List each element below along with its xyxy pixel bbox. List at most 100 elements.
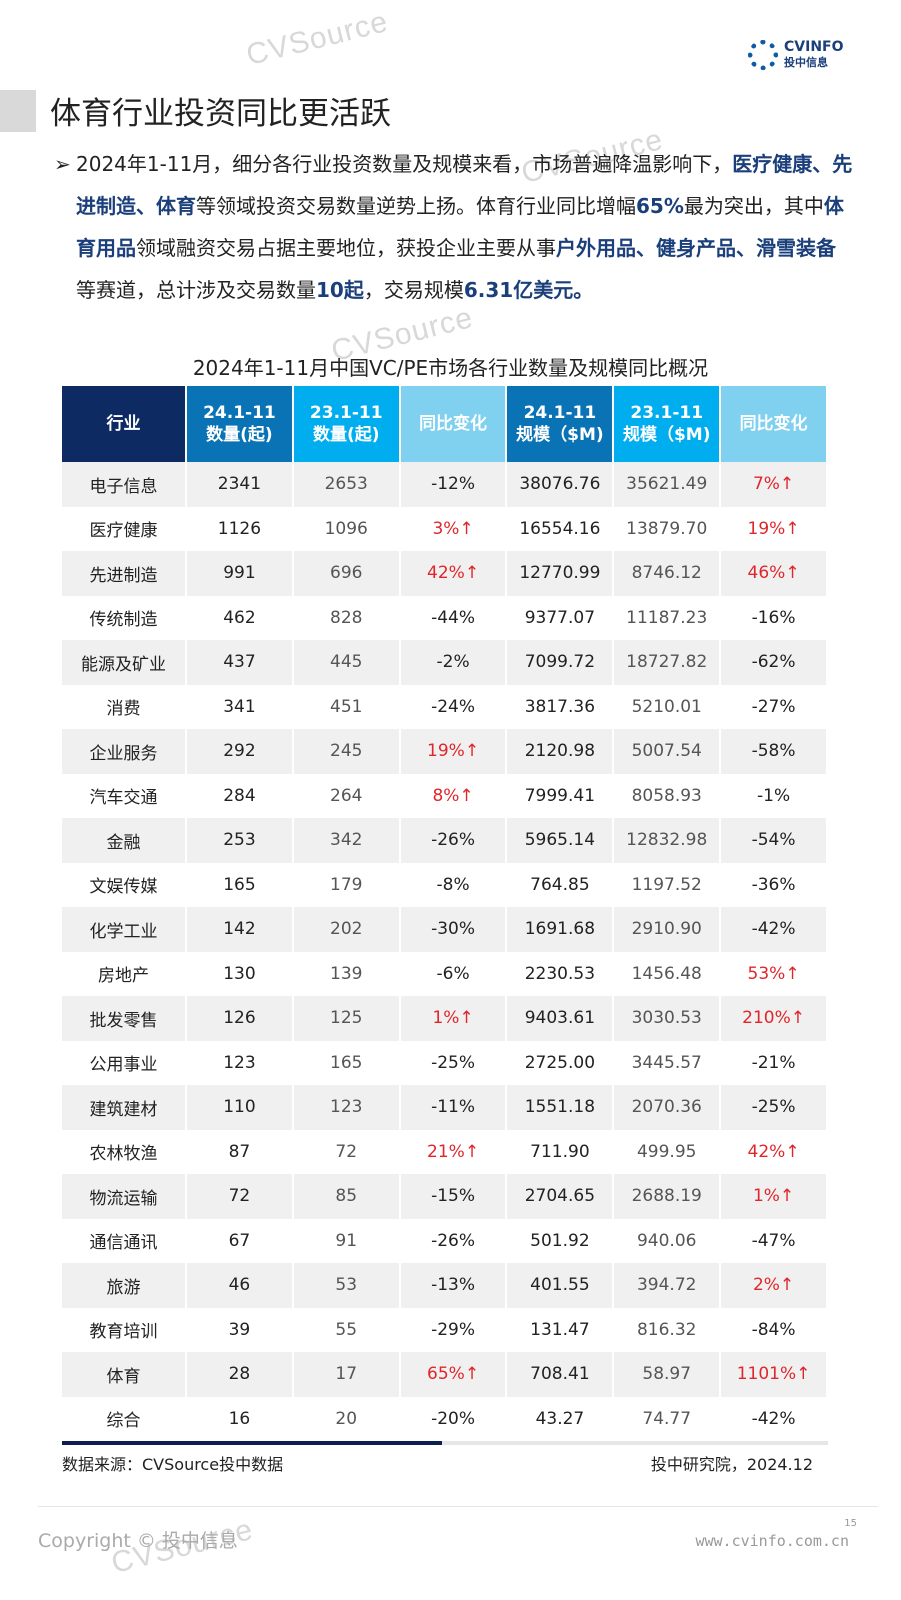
value-cell: 816.32 xyxy=(613,1307,722,1352)
column-header: 同比变化 xyxy=(399,386,508,462)
value-cell: 5965.14 xyxy=(506,818,615,863)
summary-paragraph: ➢ 2024年1-11月，细分各行业投资数量及规模来看，市场普遍降温影响下，医疗… xyxy=(44,143,854,311)
table-row: 教育培训 39 55 -29% 131.47 816.32 -84% xyxy=(62,1307,828,1352)
table-row: 农林牧渔 87 72 21%↑ 711.90 499.95 42%↑ xyxy=(62,1129,828,1174)
value-cell: 28 xyxy=(186,1352,294,1397)
value-cell: 5007.54 xyxy=(613,729,722,774)
value-cell: 253 xyxy=(186,818,294,863)
website-link[interactable]: www.cvinfo.com.cn xyxy=(695,1532,849,1550)
column-header-line: 数量(起) xyxy=(312,425,380,445)
column-header: 24.1-11 规模（$M) xyxy=(506,386,615,462)
body-text: 等赛道，总计涉及交易数量 xyxy=(76,278,316,302)
table-row: 文娱传媒 165 179 -8% 764.85 1197.52 -36% xyxy=(62,862,828,907)
footer-divider xyxy=(38,1506,878,1507)
value-cell: 139 xyxy=(292,951,401,996)
value-cell: 292 xyxy=(186,729,294,774)
value-cell: 708.41 xyxy=(506,1352,615,1397)
body-text: 等领域投资交易数量逆势上扬。体育行业同比增幅 xyxy=(196,194,636,218)
industry-cell: 医疗健康 xyxy=(62,506,187,551)
industry-cell: 物流运输 xyxy=(62,1174,187,1219)
value-cell: -47% xyxy=(720,1218,828,1263)
value-cell: 58.97 xyxy=(613,1352,722,1397)
value-cell: 126 xyxy=(186,996,294,1041)
value-cell: 46%↑ xyxy=(720,551,828,596)
value-cell: 711.90 xyxy=(506,1129,615,1174)
value-cell: -36% xyxy=(720,862,828,907)
value-cell: -27% xyxy=(720,684,828,729)
column-header-line: 同比变化 xyxy=(739,414,808,434)
page-number: 15 xyxy=(844,1518,857,1529)
value-cell: 991 xyxy=(186,551,294,596)
value-cell: 2341 xyxy=(186,462,294,507)
value-cell: 341 xyxy=(186,684,294,729)
value-cell: 2070.36 xyxy=(613,1085,722,1130)
value-cell: -8% xyxy=(399,862,508,907)
industry-cell: 汽车交通 xyxy=(62,773,187,818)
value-cell: 91 xyxy=(292,1218,401,1263)
body-text: 2024年1-11月，细分各行业投资数量及规模来看，市场普遍降温影响下， xyxy=(76,152,733,176)
value-cell: 11187.23 xyxy=(613,595,722,640)
value-cell: 131.47 xyxy=(506,1307,615,1352)
value-cell: -13% xyxy=(399,1263,508,1308)
value-cell: 3030.53 xyxy=(613,996,722,1041)
value-cell: 445 xyxy=(292,640,401,685)
value-cell: 53 xyxy=(292,1263,401,1308)
value-cell: 179 xyxy=(292,862,401,907)
industry-cell: 体育 xyxy=(62,1352,187,1397)
value-cell: 21%↑ xyxy=(399,1129,508,1174)
value-cell: 2%↑ xyxy=(720,1263,828,1308)
body-text: 最为突出，其中 xyxy=(683,194,824,218)
value-cell: 17 xyxy=(292,1352,401,1397)
industry-cell: 文娱传媒 xyxy=(62,862,187,907)
value-cell: 401.55 xyxy=(506,1263,615,1308)
value-cell: 2688.19 xyxy=(613,1174,722,1219)
value-cell: 940.06 xyxy=(613,1218,722,1263)
value-cell: -6% xyxy=(399,951,508,996)
summary-text: 2024年1-11月，细分各行业投资数量及规模来看，市场普遍降温影响下，医疗健康… xyxy=(44,143,854,311)
data-source: 数据来源：CVSource投中数据 xyxy=(62,1455,284,1474)
value-cell: 165 xyxy=(292,1040,401,1085)
value-cell: 7%↑ xyxy=(720,462,828,507)
body-text: 领域融资交易占据主要地位，获投企业主要从事 xyxy=(136,236,556,260)
value-cell: 72 xyxy=(292,1129,401,1174)
value-cell: 828 xyxy=(292,595,401,640)
value-cell: 7099.72 xyxy=(506,640,615,685)
value-cell: -42% xyxy=(720,1396,828,1441)
value-cell: 12832.98 xyxy=(613,818,722,863)
value-cell: 1%↑ xyxy=(720,1174,828,1219)
value-cell: -11% xyxy=(399,1085,508,1130)
industry-cell: 公用事业 xyxy=(62,1040,187,1085)
value-cell: 19%↑ xyxy=(720,506,828,551)
value-cell: 1456.48 xyxy=(613,951,722,996)
value-cell: 3%↑ xyxy=(399,506,508,551)
table-row: 先进制造 991 696 42%↑ 12770.99 8746.12 46%↑ xyxy=(62,551,828,596)
value-cell: -12% xyxy=(399,462,508,507)
value-cell: 130 xyxy=(186,951,294,996)
arrow-bullet-icon: ➢ xyxy=(54,152,71,176)
highlight-text: 医疗健康、先进制造、体育 xyxy=(76,152,853,218)
value-cell: 42%↑ xyxy=(720,1129,828,1174)
industry-cell: 房地产 xyxy=(62,951,187,996)
table-row: 房地产 130 139 -6% 2230.53 1456.48 53%↑ xyxy=(62,951,828,996)
column-header: 同比变化 xyxy=(720,386,828,462)
value-cell: 125 xyxy=(292,996,401,1041)
value-cell: 8%↑ xyxy=(399,773,508,818)
value-cell: -21% xyxy=(720,1040,828,1085)
table-row: 汽车交通 284 264 8%↑ 7999.41 8058.93 -1% xyxy=(62,773,828,818)
industry-cell: 综合 xyxy=(62,1396,187,1441)
industry-cell: 企业服务 xyxy=(62,729,187,774)
table-row: 能源及矿业 437 445 -2% 7099.72 18727.82 -62% xyxy=(62,640,828,685)
value-cell: 165 xyxy=(186,862,294,907)
value-cell: -25% xyxy=(399,1040,508,1085)
value-cell: 9377.07 xyxy=(506,595,615,640)
value-cell: 142 xyxy=(186,907,294,952)
table-row: 旅游 46 53 -13% 401.55 394.72 2%↑ xyxy=(62,1263,828,1308)
table-row: 金融 253 342 -26% 5965.14 12832.98 -54% xyxy=(62,818,828,863)
value-cell: 65%↑ xyxy=(399,1352,508,1397)
value-cell: 437 xyxy=(186,640,294,685)
table-row: 电子信息 2341 2653 -12% 38076.76 35621.49 7%↑ xyxy=(62,462,828,507)
value-cell: 110 xyxy=(186,1085,294,1130)
logo-text-cn: 投中信息 xyxy=(784,56,828,69)
table-row: 消费 341 451 -24% 3817.36 5210.01 -27% xyxy=(62,684,828,729)
value-cell: -1% xyxy=(720,773,828,818)
